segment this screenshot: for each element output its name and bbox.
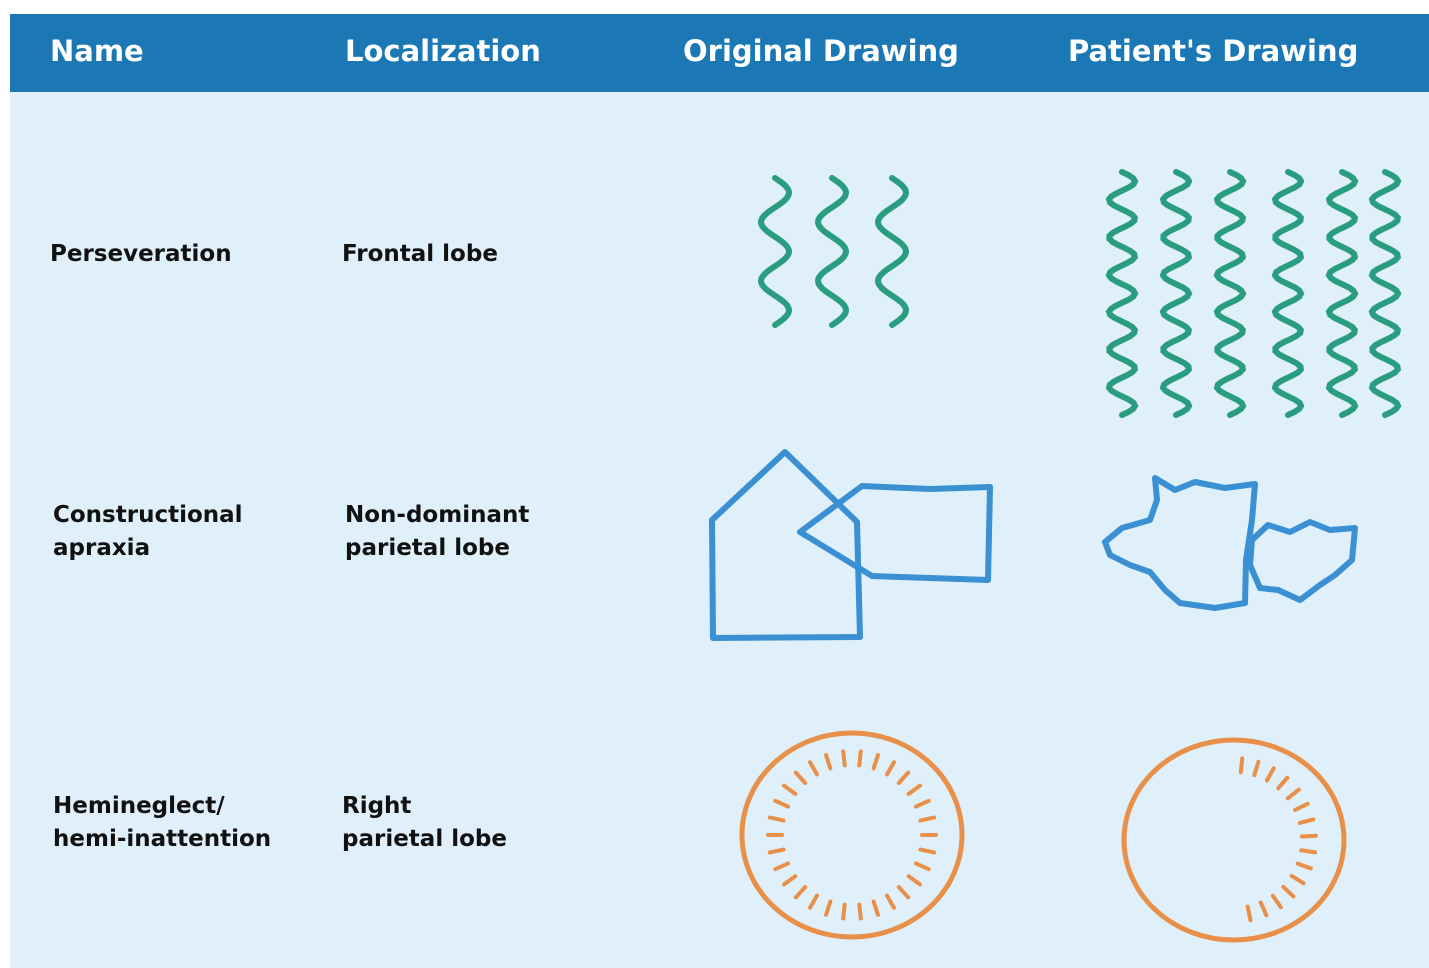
clock-dash	[1245, 904, 1253, 923]
clock-dash	[793, 770, 808, 785]
clock-dash	[841, 749, 847, 768]
clock-dash	[871, 899, 880, 917]
clock-dash	[1276, 775, 1290, 791]
clock-dash	[824, 753, 833, 771]
name-cell: Constructional apraxia	[53, 502, 243, 561]
clock-dash	[857, 902, 863, 921]
squiggle	[1271, 169, 1305, 418]
table-body	[10, 14, 1429, 968]
clock-dash	[906, 783, 922, 796]
clock-dash	[1270, 893, 1283, 910]
distorted-house	[1102, 475, 1258, 611]
clock-dash	[918, 815, 937, 823]
clock-dash	[808, 760, 819, 777]
clock-dash	[1299, 848, 1318, 855]
clock-dash	[1281, 884, 1296, 899]
clock-dash	[918, 847, 937, 855]
clock-dash	[1297, 817, 1316, 825]
clock-dash	[767, 847, 786, 855]
clock-dash	[1238, 756, 1245, 775]
squiggle	[874, 175, 910, 328]
squiggle	[757, 175, 793, 328]
squiggle	[1159, 169, 1193, 418]
clock-dash	[1289, 873, 1306, 886]
clock-dash	[793, 885, 808, 900]
clock-dash	[857, 749, 863, 768]
clock-dash	[913, 798, 931, 809]
squiggle	[1368, 169, 1402, 418]
clock-dash	[896, 885, 911, 900]
clock-dash	[896, 770, 911, 785]
clock-dash	[808, 893, 819, 910]
clock-circle	[739, 730, 965, 940]
clock-dash	[871, 753, 880, 771]
squiggle	[1105, 169, 1139, 418]
clock-dash	[773, 861, 791, 872]
header-cell: Original Drawing	[683, 34, 959, 68]
clock-dash	[913, 861, 931, 872]
clock-dash	[782, 874, 798, 887]
table-header	[10, 14, 1429, 92]
clock-dash	[773, 798, 791, 809]
distorted-square	[1247, 519, 1358, 603]
clock-dash	[767, 815, 786, 823]
clock-dash	[885, 760, 896, 777]
clock-dash	[1258, 900, 1269, 918]
clock-dash	[841, 902, 847, 921]
squiggle	[1213, 169, 1247, 418]
clock-dash	[1285, 787, 1301, 801]
house-drawing	[709, 449, 863, 641]
localization-cell: Frontal lobe	[342, 241, 498, 267]
header-cell: Patient's Drawing	[1068, 34, 1359, 68]
clock-dash	[1264, 766, 1276, 783]
clock-dash	[1293, 801, 1310, 812]
squiggle	[814, 175, 850, 328]
localization-cell: Right parietal lobe	[342, 793, 507, 852]
header-cell: Name	[50, 34, 144, 68]
clock-dash	[885, 893, 896, 910]
clock-dash	[1299, 833, 1318, 839]
name-cell: Perseveration	[50, 241, 232, 267]
clock-dash	[1295, 861, 1313, 871]
squiggle	[1325, 169, 1359, 418]
clock-dash	[824, 899, 833, 917]
clock-dash	[1252, 759, 1261, 778]
clock-dash	[782, 783, 798, 796]
clock-dash	[906, 874, 922, 887]
square-drawing	[797, 483, 993, 583]
localization-cell: Non-dominant parietal lobe	[345, 502, 530, 561]
name-cell: Hemineglect/ hemi-inattention	[53, 793, 272, 852]
header-cell: Localization	[345, 34, 541, 68]
clock-circle	[1121, 737, 1347, 943]
